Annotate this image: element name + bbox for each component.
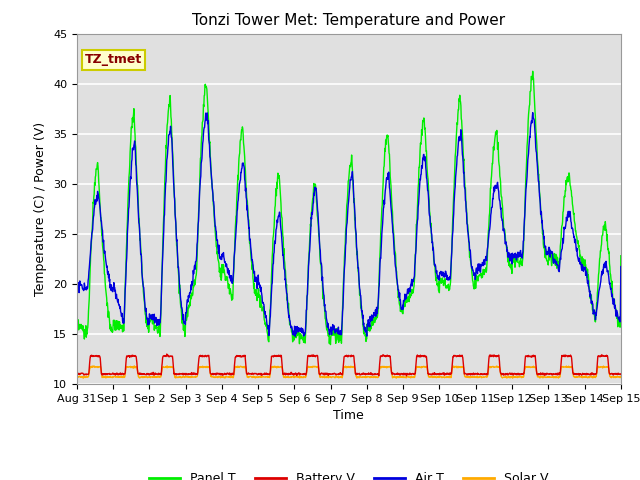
Panel T xyxy=(505,253,513,259)
Panel T xyxy=(255,287,262,292)
Y-axis label: Temperature (C) / Power (V): Temperature (C) / Power (V) xyxy=(35,122,47,296)
Battery V xyxy=(434,371,442,376)
Panel T xyxy=(194,235,202,241)
Text: TZ_tmet: TZ_tmet xyxy=(85,53,142,66)
Air T xyxy=(194,228,202,234)
Legend: Panel T, Battery V, Air T, Solar V: Panel T, Battery V, Air T, Solar V xyxy=(144,468,554,480)
Panel T xyxy=(326,342,334,348)
Panel T xyxy=(73,317,81,323)
Battery V xyxy=(195,364,202,370)
Air T xyxy=(180,319,188,325)
Battery V xyxy=(73,372,81,377)
Panel T xyxy=(617,253,625,259)
Air T xyxy=(291,333,299,339)
Battery V xyxy=(403,373,410,379)
Solar V xyxy=(131,363,138,369)
Solar V xyxy=(195,365,202,371)
Solar V xyxy=(434,374,442,380)
X-axis label: Time: Time xyxy=(333,409,364,422)
Air T xyxy=(553,262,561,268)
Line: Air T: Air T xyxy=(77,113,621,336)
Solar V xyxy=(505,374,513,380)
Panel T xyxy=(180,328,188,334)
Solar V xyxy=(553,374,561,380)
Line: Panel T: Panel T xyxy=(77,71,621,345)
Air T xyxy=(529,110,536,116)
Solar V xyxy=(73,374,81,380)
Panel T xyxy=(529,68,536,74)
Solar V xyxy=(182,373,189,379)
Air T xyxy=(255,282,262,288)
Battery V xyxy=(617,371,625,377)
Solar V xyxy=(617,374,625,380)
Air T xyxy=(505,250,513,256)
Panel T xyxy=(553,265,561,271)
Solar V xyxy=(255,374,263,380)
Solar V xyxy=(79,375,87,381)
Panel T xyxy=(434,281,442,287)
Battery V xyxy=(553,371,561,377)
Battery V xyxy=(255,371,263,376)
Air T xyxy=(617,264,625,269)
Title: Tonzi Tower Met: Temperature and Power: Tonzi Tower Met: Temperature and Power xyxy=(192,13,506,28)
Line: Solar V: Solar V xyxy=(77,366,621,378)
Air T xyxy=(73,281,81,287)
Line: Battery V: Battery V xyxy=(77,354,621,376)
Air T xyxy=(434,275,442,280)
Battery V xyxy=(505,371,513,377)
Battery V xyxy=(163,351,171,357)
Battery V xyxy=(181,371,189,376)
